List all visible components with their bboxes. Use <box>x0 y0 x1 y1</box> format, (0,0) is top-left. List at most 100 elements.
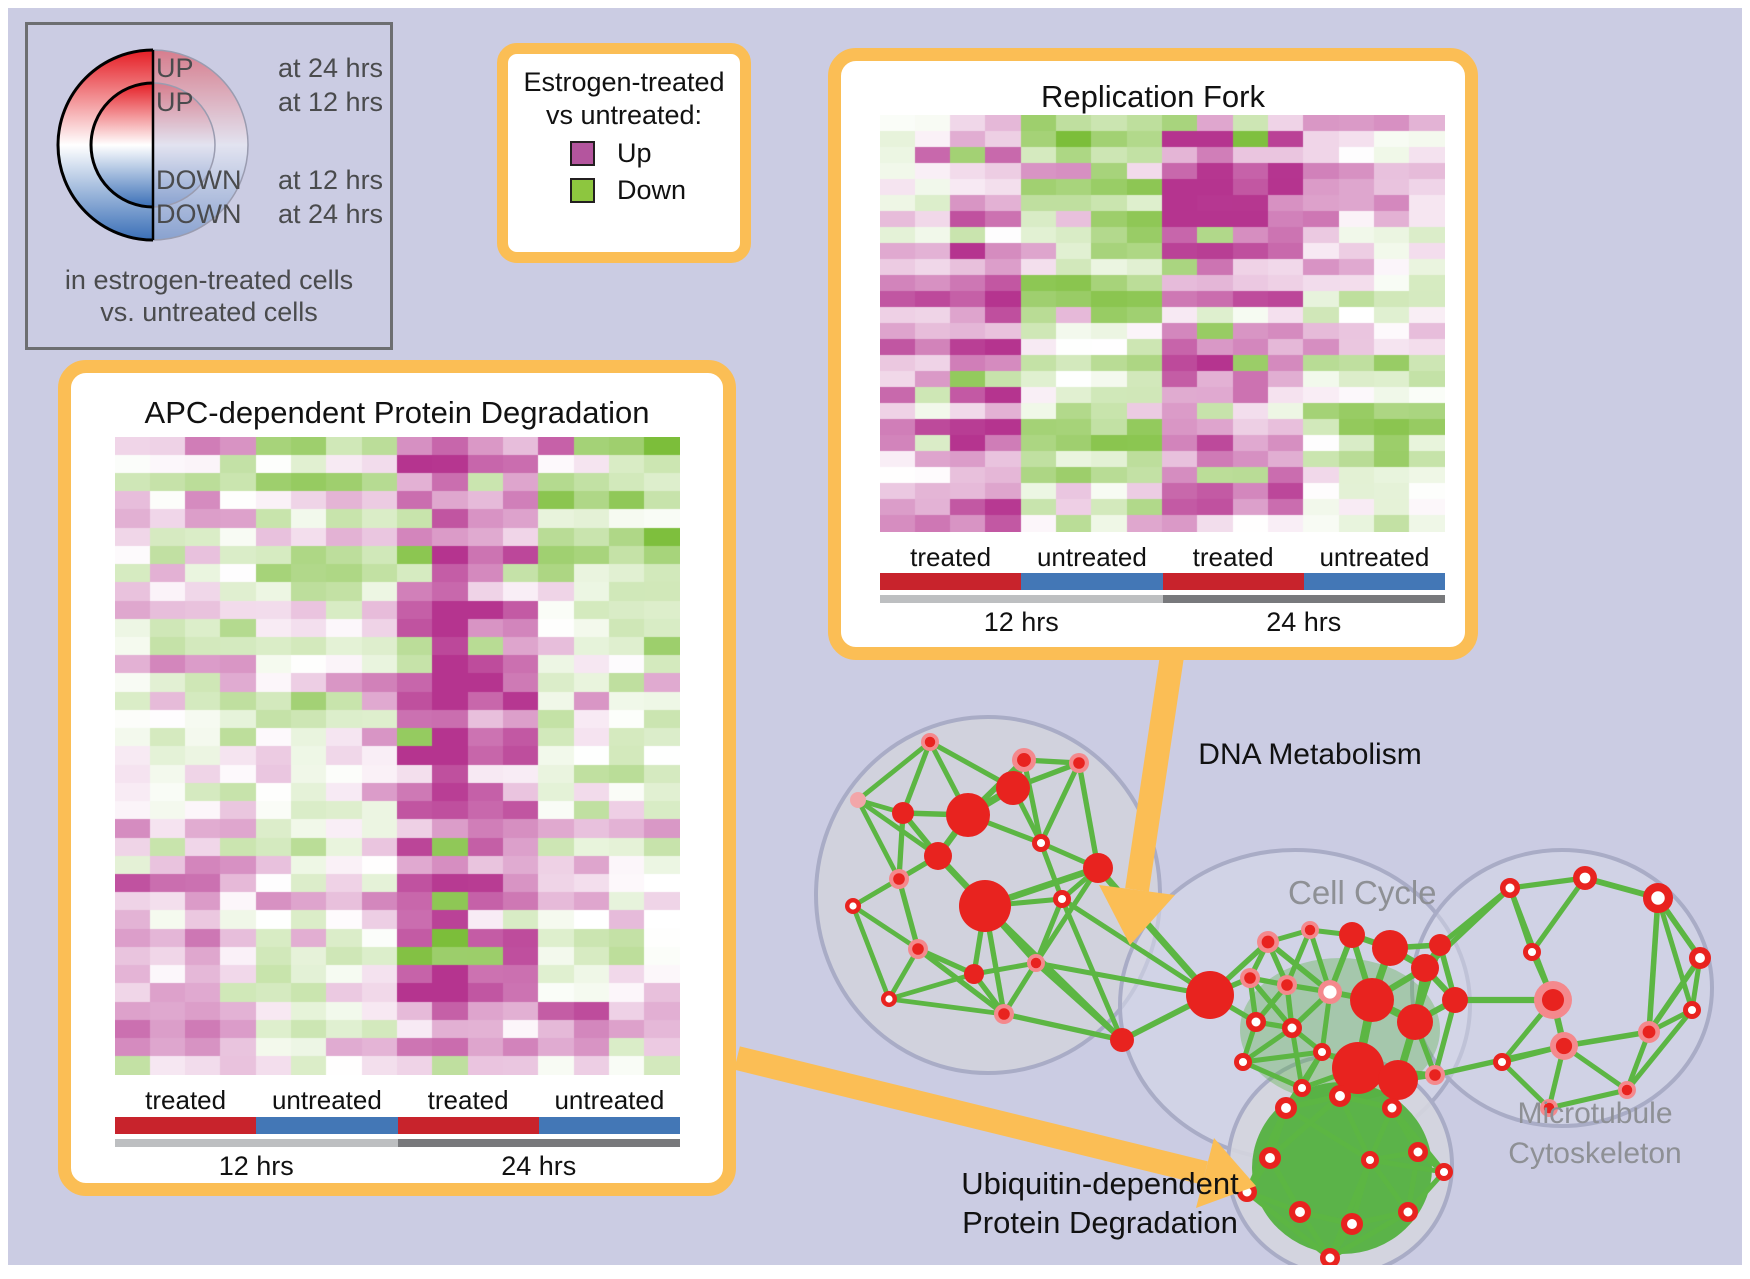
network-node-ring <box>1259 1147 1282 1170</box>
network-node-solid <box>1110 1028 1134 1052</box>
network-edge <box>973 960 1037 977</box>
network-node-halo <box>1301 921 1319 939</box>
network-node-halo <box>1540 1099 1558 1117</box>
cluster-label-ubiquitin-degradation: Ubiquitin-dependent Protein Degradation <box>950 1164 1250 1242</box>
apc-cond-treated-12: treated <box>145 1085 227 1115</box>
right-half-fade <box>153 50 248 240</box>
network-node-ring <box>1052 889 1071 908</box>
apc-panel-title: APC-dependent Protein Degradation <box>144 395 650 430</box>
replication-heatmap-grid <box>880 115 1445 532</box>
network-edge <box>851 904 920 951</box>
network-node-ring <box>1500 878 1520 898</box>
replication-time-labels: 12 hrs 24 hrs <box>880 607 1445 638</box>
network-edge <box>1405 1151 1421 1213</box>
network-edge <box>1035 960 1211 998</box>
network-node-ring <box>1682 1000 1701 1019</box>
down-label: Down <box>617 175 687 205</box>
network-edge <box>1245 1189 1332 1261</box>
network-node-halo <box>1012 748 1036 772</box>
network-edge <box>856 740 932 802</box>
network-node-solid <box>996 771 1030 805</box>
repl-cond-untreated-12: untreated <box>1036 542 1147 572</box>
network-node-halo <box>1425 1065 1445 1085</box>
repl-cond-treated-12: treated <box>910 542 992 572</box>
network-node-ring <box>1275 1097 1298 1120</box>
network-node-solid <box>1332 1042 1384 1094</box>
network-edge <box>1003 1011 1123 1043</box>
updown-gradient-circles <box>56 48 249 242</box>
microtubule-label-line1: Microtubule <box>1517 1097 1673 1130</box>
network-node-halo <box>1550 1032 1578 1060</box>
network-edge <box>1284 1105 1372 1163</box>
network-edge <box>1390 1106 1446 1174</box>
color-key-title-line2: vs untreated: <box>545 100 703 130</box>
legend-direction-down12: DOWN <box>156 165 242 195</box>
network-edge <box>888 996 1005 1017</box>
network-node-solid <box>1378 1060 1418 1100</box>
network-node-ring <box>1689 947 1712 970</box>
network-node-ring <box>1643 883 1673 913</box>
network-edge <box>1563 1029 1650 1049</box>
network-edge <box>1038 842 1065 900</box>
network-edge <box>1266 939 1332 995</box>
estrogen-color-key: Estrogen-treated vs untreated: Up Down <box>497 43 751 263</box>
cluster-label-cell-cycle: Cell Cycle <box>1288 874 1437 911</box>
replication-time-bars <box>880 595 1445 603</box>
network-edge <box>1646 956 1703 1034</box>
replication-condition-bars <box>880 573 1445 590</box>
network-node-halo <box>889 869 909 889</box>
network-edge <box>850 905 892 1000</box>
connector-arrow-line-1 <box>734 1046 1208 1185</box>
network-node-solid <box>1411 954 1439 982</box>
network-node-halo <box>1618 1081 1636 1099</box>
network-edge <box>1625 1008 1694 1092</box>
outer-left-arc <box>56 48 154 242</box>
repl-untreated-bar-24 <box>1303 573 1445 590</box>
network-node-halo <box>1534 981 1572 1019</box>
network-edge <box>1076 762 1101 869</box>
apc-cond-untreated-12: untreated <box>271 1085 382 1115</box>
repl-treated-bar-12 <box>880 573 1022 590</box>
network-node-ring <box>1492 1052 1511 1071</box>
network-edge <box>856 798 940 858</box>
color-key-item-down: Down <box>570 175 740 206</box>
network-edge <box>1060 896 1212 998</box>
apc-heatmap-panel: APC-dependent Protein Degradation treate… <box>58 360 736 1196</box>
network-node-solid <box>1397 1004 1433 1040</box>
network-node-ring <box>1329 1085 1352 1108</box>
network-node-ring <box>1573 865 1598 890</box>
repl-24hrs-bar <box>1162 595 1445 603</box>
network-node-ring <box>1398 1202 1418 1222</box>
network-edge <box>855 798 902 881</box>
legend-direction-down24: DOWN <box>156 199 242 229</box>
network-node-halo <box>1257 931 1279 953</box>
apc-time-labels: 12 hrs 24 hrs <box>115 1151 680 1182</box>
network-edge <box>1059 898 1125 1041</box>
network-edge <box>1001 961 1039 1016</box>
legend-direction-up12: UP <box>156 87 194 117</box>
inner-left-arc <box>89 81 154 209</box>
legend-time-down24: at 24 hrs <box>278 199 384 229</box>
repl-cond-untreated-24: untreated <box>1319 542 1430 572</box>
network-node-ring <box>1289 1201 1312 1224</box>
network-node-halo <box>1027 954 1045 972</box>
network-node-ring <box>881 991 898 1008</box>
apc-treated-bar-12 <box>115 1117 257 1134</box>
color-key-item-up: Up <box>570 138 740 169</box>
network-node-solid <box>964 964 984 984</box>
network-edge <box>916 946 1006 1017</box>
network-graph <box>734 654 1714 1265</box>
network-edge <box>1646 897 1661 1033</box>
cluster-label-dna-metabolism: DNA Metabolism <box>1198 738 1422 771</box>
repl-12hrs-label: 12 hrs <box>983 607 1059 637</box>
network-node-halo <box>1277 975 1297 995</box>
network-node-solid <box>1186 971 1234 1019</box>
updown-circle-legend: UP at 24 hrs UP at 12 hrs DOWN at 12 hrs… <box>25 22 393 350</box>
network-node-solid <box>1339 922 1365 948</box>
apc-treated-bar-24 <box>397 1117 539 1134</box>
repl-24hrs-label: 24 hrs <box>1266 607 1342 637</box>
legend-time-24hrs: at 24 hrs <box>278 53 384 83</box>
replication-fork-panel: Replication Fork treated untreated treat… <box>828 48 1478 660</box>
network-node-ring <box>1382 1098 1402 1118</box>
